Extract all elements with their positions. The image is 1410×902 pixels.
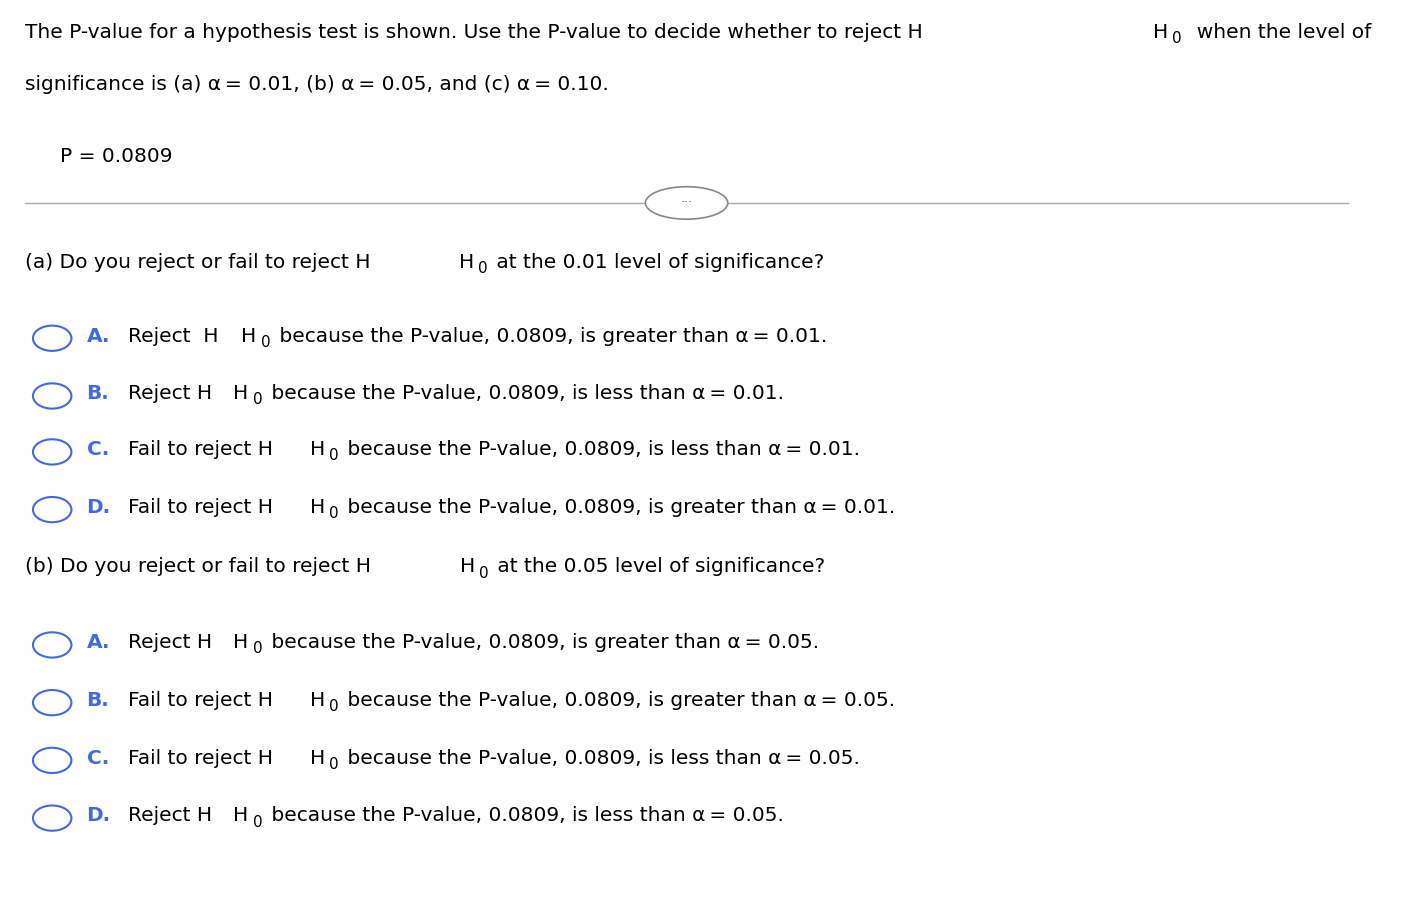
Ellipse shape	[646, 187, 728, 219]
Text: B.: B.	[86, 384, 109, 403]
Text: at the 0.01 level of significance?: at the 0.01 level of significance?	[491, 253, 825, 272]
Text: because the P-value, 0.0809, is greater than α = 0.05.: because the P-value, 0.0809, is greater …	[341, 691, 895, 710]
Text: 0: 0	[252, 392, 262, 408]
Text: 0: 0	[478, 261, 488, 276]
Text: because the P-value, 0.0809, is greater than α = 0.01.: because the P-value, 0.0809, is greater …	[272, 327, 826, 345]
Text: H: H	[460, 557, 475, 576]
Text: 0: 0	[478, 566, 488, 581]
Text: Reject H: Reject H	[128, 633, 212, 652]
Text: 0: 0	[329, 757, 338, 772]
Text: 0: 0	[329, 699, 338, 714]
Text: The P-value for a hypothesis test is shown. Use the P-value to decide whether to: The P-value for a hypothesis test is sho…	[25, 23, 922, 41]
Text: 0: 0	[261, 335, 271, 350]
Text: because the P-value, 0.0809, is less than α = 0.01.: because the P-value, 0.0809, is less tha…	[341, 440, 860, 459]
Text: Reject  H: Reject H	[128, 327, 219, 345]
Text: H: H	[234, 806, 248, 825]
Text: 0: 0	[329, 448, 338, 464]
Text: A.: A.	[86, 633, 110, 652]
Text: B.: B.	[86, 691, 109, 710]
Text: 0: 0	[252, 641, 262, 657]
Text: A.: A.	[86, 327, 110, 345]
Text: P = 0.0809: P = 0.0809	[61, 147, 173, 166]
Text: H: H	[310, 440, 326, 459]
Text: Fail to reject H: Fail to reject H	[128, 498, 272, 517]
Text: (b) Do you reject or fail to reject H: (b) Do you reject or fail to reject H	[25, 557, 371, 576]
Text: ···: ···	[681, 197, 692, 209]
Text: H: H	[241, 327, 257, 345]
Text: D.: D.	[86, 498, 110, 517]
Text: Reject H: Reject H	[128, 806, 212, 825]
Text: because the P-value, 0.0809, is less than α = 0.01.: because the P-value, 0.0809, is less tha…	[265, 384, 784, 403]
Text: significance is (a) α = 0.01, (b) α = 0.05, and (c) α = 0.10.: significance is (a) α = 0.01, (b) α = 0.…	[25, 75, 609, 94]
Text: because the P-value, 0.0809, is greater than α = 0.01.: because the P-value, 0.0809, is greater …	[341, 498, 895, 517]
Text: when the level of: when the level of	[1184, 23, 1372, 41]
Text: 0: 0	[252, 815, 262, 830]
Text: H: H	[1153, 23, 1167, 41]
Text: Reject H: Reject H	[128, 384, 212, 403]
Text: H: H	[234, 633, 248, 652]
Text: D.: D.	[86, 806, 110, 825]
Text: 0: 0	[329, 506, 338, 521]
Text: (a) Do you reject or fail to reject H: (a) Do you reject or fail to reject H	[25, 253, 371, 272]
Text: H: H	[310, 691, 326, 710]
Text: because the P-value, 0.0809, is less than α = 0.05.: because the P-value, 0.0809, is less tha…	[265, 806, 784, 825]
Text: H: H	[310, 498, 326, 517]
Text: H: H	[234, 384, 248, 403]
Text: H: H	[310, 749, 326, 768]
Text: because the P-value, 0.0809, is less than α = 0.05.: because the P-value, 0.0809, is less tha…	[341, 749, 860, 768]
Text: C.: C.	[86, 749, 109, 768]
Text: 0: 0	[1172, 31, 1182, 46]
Text: Fail to reject H: Fail to reject H	[128, 749, 272, 768]
Text: because the P-value, 0.0809, is greater than α = 0.05.: because the P-value, 0.0809, is greater …	[265, 633, 819, 652]
Text: at the 0.05 level of significance?: at the 0.05 level of significance?	[491, 557, 825, 576]
Text: Fail to reject H: Fail to reject H	[128, 440, 272, 459]
Text: C.: C.	[86, 440, 109, 459]
Text: H: H	[458, 253, 474, 272]
Text: Fail to reject H: Fail to reject H	[128, 691, 272, 710]
